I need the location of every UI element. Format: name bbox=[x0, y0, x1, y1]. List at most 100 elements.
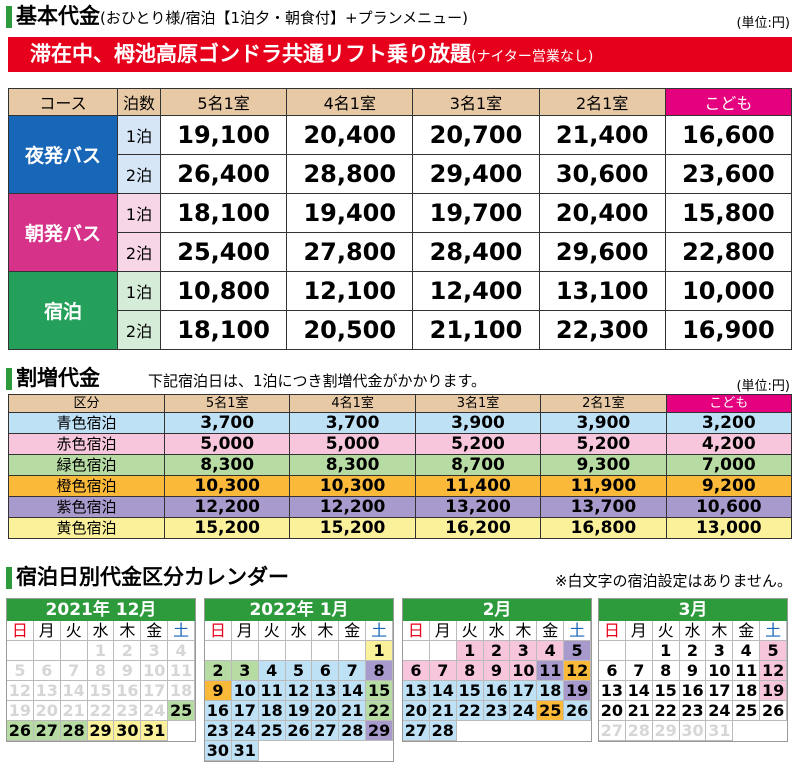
day-cell: 2 bbox=[114, 641, 142, 661]
price-row: 2泊 26,400 28,800 29,400 30,600 23,600 bbox=[9, 154, 793, 194]
day-cell: 26 bbox=[564, 701, 591, 721]
surcharge-header-cell: 4名1室 bbox=[289, 394, 416, 413]
day-cell: 20 bbox=[599, 701, 626, 721]
day-cell: 21 bbox=[339, 701, 367, 721]
day-cell: 6 bbox=[312, 661, 340, 681]
day-cell: 7 bbox=[625, 661, 653, 681]
nights-cell: 2泊 bbox=[117, 310, 161, 350]
day-cell: 17 bbox=[510, 681, 538, 701]
weekday-label: 金 bbox=[141, 621, 169, 641]
surcharge-value: 5,000 bbox=[289, 433, 416, 455]
surcharge-value: 12,200 bbox=[163, 496, 291, 518]
day-cell: 5 bbox=[285, 661, 313, 681]
day-cell: 23 bbox=[205, 721, 232, 741]
day-cell: 5 bbox=[564, 641, 591, 661]
price-cell: 29,600 bbox=[538, 232, 666, 272]
price-cell: 12,400 bbox=[412, 271, 540, 311]
calendar-title: 宿泊日別代金区分カレンダー bbox=[16, 565, 289, 589]
day-cell: 8 bbox=[87, 661, 115, 681]
day-cell: 23 bbox=[483, 701, 511, 721]
empty-cell bbox=[339, 641, 367, 661]
day-cell: 3 bbox=[510, 641, 538, 661]
day-cell: 26 bbox=[760, 701, 787, 721]
surcharge-value: 12,200 bbox=[289, 496, 416, 518]
surcharge-unit: (単位:円) bbox=[736, 379, 790, 394]
basic-unit: (単位:円) bbox=[736, 16, 790, 31]
calendar-note: ※白文字の宿泊設定はありません。 bbox=[554, 572, 792, 590]
empty-cell bbox=[312, 641, 340, 661]
day-cell: 22 bbox=[456, 701, 484, 721]
weekday-label: 日 bbox=[599, 621, 626, 641]
day-cell: 3 bbox=[706, 641, 734, 661]
surcharge-label: 青色宿泊 bbox=[8, 412, 165, 434]
price-cell: 16,900 bbox=[664, 310, 793, 350]
price-cell: 25,400 bbox=[159, 232, 288, 272]
day-cell: 27 bbox=[33, 721, 61, 741]
price-cell: 28,400 bbox=[412, 232, 540, 272]
weekday-label: 火 bbox=[258, 621, 286, 641]
course-name: 宿泊 bbox=[8, 271, 118, 350]
weekday-label: 土 bbox=[366, 621, 393, 641]
price-cell: 22,300 bbox=[538, 310, 666, 350]
day-cell: 4 bbox=[537, 641, 565, 661]
surcharge-header-cell: こども bbox=[665, 394, 793, 413]
surcharge-value: 7,000 bbox=[665, 454, 793, 476]
weekday-label: 土 bbox=[564, 621, 591, 641]
surcharge-value: 3,900 bbox=[414, 412, 542, 434]
weekday-label: 木 bbox=[312, 621, 340, 641]
month-calendar: 2021年 12月日月火水木金土 1 2 3 4 5 6 7 8 9 10 11 12 13 14 15 16 1… bbox=[6, 598, 196, 742]
day-cell: 16 bbox=[679, 681, 707, 701]
day-cell: 24 bbox=[141, 701, 169, 721]
surcharge-label: 紫色宿泊 bbox=[8, 496, 165, 518]
surcharge-value: 5,200 bbox=[540, 433, 667, 455]
surcharge-value: 3,900 bbox=[540, 412, 667, 434]
day-cell: 8 bbox=[456, 661, 484, 681]
section-marker bbox=[6, 567, 12, 589]
day-cell: 16 bbox=[483, 681, 511, 701]
day-cell: 28 bbox=[429, 721, 457, 741]
day-cell: 1 bbox=[456, 641, 484, 661]
weekday-label: 水 bbox=[679, 621, 707, 641]
surcharge-value: 5,000 bbox=[163, 433, 291, 455]
surcharge-value: 15,200 bbox=[289, 517, 416, 539]
day-cell: 17 bbox=[231, 701, 259, 721]
price-cell: 22,800 bbox=[664, 232, 793, 272]
surcharge-value: 16,800 bbox=[540, 517, 667, 539]
day-cell: 20 bbox=[33, 701, 61, 721]
day-cell: 10 bbox=[510, 661, 538, 681]
month-title: 2022年 1月 bbox=[205, 599, 393, 621]
day-cell: 6 bbox=[403, 661, 430, 681]
day-cell: 9 bbox=[483, 661, 511, 681]
day-cell: 28 bbox=[625, 721, 653, 741]
day-cell: 4 bbox=[258, 661, 286, 681]
day-cell: 9 bbox=[114, 661, 142, 681]
price-cell: 30,600 bbox=[538, 154, 666, 194]
day-cell: 2 bbox=[205, 661, 232, 681]
day-cell: 28 bbox=[339, 721, 367, 741]
surcharge-row: 紫色宿泊 12,200 12,200 13,200 13,700 10,600 bbox=[8, 496, 793, 518]
day-cell: 31 bbox=[231, 741, 259, 761]
price-header-cell: コース bbox=[8, 88, 118, 116]
lift-banner: 滞在中、栂池高原ゴンドラ共通リフト乗り放題(ナイター営業なし) bbox=[8, 37, 792, 72]
weekday-label: 火 bbox=[60, 621, 88, 641]
surcharge-value: 9,300 bbox=[540, 454, 667, 476]
surcharge-value: 13,200 bbox=[414, 496, 542, 518]
surcharge-value: 9,200 bbox=[665, 475, 793, 497]
surcharge-value: 8,300 bbox=[163, 454, 291, 476]
day-cell: 6 bbox=[599, 661, 626, 681]
surcharge-value: 15,200 bbox=[163, 517, 291, 539]
weekday-label: 金 bbox=[339, 621, 367, 641]
surcharge-header-cell: 区分 bbox=[8, 394, 165, 413]
month-title: 2021年 12月 bbox=[7, 599, 195, 621]
day-cell: 18 bbox=[168, 681, 195, 701]
day-cell: 29 bbox=[652, 721, 680, 741]
day-cell: 1 bbox=[652, 641, 680, 661]
day-cell: 30 bbox=[679, 721, 707, 741]
day-cell: 22 bbox=[366, 701, 393, 721]
day-cell: 15 bbox=[366, 681, 393, 701]
day-cell: 3 bbox=[231, 661, 259, 681]
price-cell: 16,600 bbox=[664, 115, 793, 155]
day-cell: 25 bbox=[733, 701, 761, 721]
day-cell: 19 bbox=[760, 681, 787, 701]
price-cell: 21,400 bbox=[538, 115, 666, 155]
